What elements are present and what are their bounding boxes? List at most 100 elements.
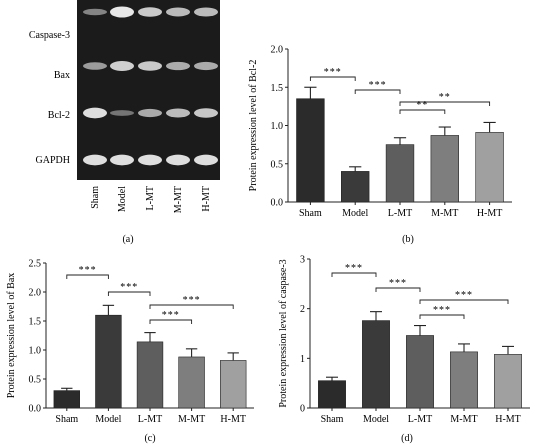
- blot-band-bcl-2-h-mt: [194, 108, 218, 118]
- b-x-tick-label-model: Model: [342, 208, 368, 219]
- c-y-tick-label: 0.5: [29, 375, 42, 386]
- c-y-tick-label: 1.5: [29, 317, 42, 328]
- d-y-tick-label: 1: [300, 354, 305, 365]
- d-bar-model: [362, 320, 390, 409]
- blot-lane-label-m-mt: M-MT: [173, 186, 184, 213]
- b-bar-model: [341, 171, 370, 203]
- d-significance-label: ***: [433, 305, 451, 316]
- blot-lane-label-model: Model: [117, 186, 128, 212]
- b-y-tick-label: 2.0: [271, 45, 284, 56]
- blot-band-caspase-3-h-mt: [194, 7, 218, 17]
- panel-label-a: (a): [122, 234, 133, 245]
- blot-lane-label-l-mt: L-MT: [145, 186, 156, 210]
- chart-bcl2: 0.0 0.5 1.0 1.5 2.0 Protein expression level …: [248, 45, 512, 219]
- blot-band-gapdh-sham: [83, 154, 107, 166]
- blot-band-gapdh-l-mt: [138, 154, 162, 166]
- c-x-tick-label-h-mt: H-MT: [220, 414, 246, 425]
- d-significance-bracket: [331, 272, 377, 277]
- b-y-label: Protein expression level of Bcl-2: [248, 60, 259, 192]
- blot-lane-label-h-mt: H-MT: [201, 186, 212, 212]
- c-y-tick-label: 0.0: [29, 404, 42, 415]
- blot-image: [77, 0, 220, 180]
- b-significance-bracket: [309, 76, 356, 81]
- c-bar-model: [95, 314, 122, 409]
- c-significance-label: ***: [79, 265, 97, 276]
- blot-lane-label-sham: Sham: [90, 186, 101, 209]
- b-bar-m-mt: [430, 135, 459, 203]
- blot-row-label-gapdh: GAPDH: [36, 155, 70, 166]
- panel-label-c: (c): [144, 433, 155, 444]
- blot-row-label-caspase3: Caspase-3: [29, 30, 70, 41]
- blot-band-bcl-2-sham: [83, 107, 107, 119]
- d-significance-label: ***: [389, 278, 407, 289]
- c-y-label: Protein expression level of Bax: [6, 273, 17, 399]
- b-y-tick-label: 0.5: [271, 159, 284, 170]
- panel-label-d: (d): [401, 433, 413, 444]
- c-significance-bracket: [107, 291, 151, 296]
- c-y-tick-label: 1.0: [29, 346, 42, 357]
- b-bar-sham: [296, 98, 325, 203]
- blot-band-gapdh-m-mt: [166, 154, 190, 166]
- blot-band-gapdh-model: [110, 154, 134, 166]
- b-significance-bracket: [399, 101, 491, 106]
- c-y-tick-label: 2.5: [29, 259, 42, 270]
- blot-band-bcl-2-l-mt: [138, 108, 162, 118]
- c-y-tick-label: 2.0: [29, 288, 42, 299]
- blot-bands: [83, 6, 218, 166]
- c-bar-sham: [53, 390, 80, 409]
- c-bar-h-mt: [220, 360, 247, 409]
- blot-panel: Caspase-3 Bax Bcl-2 GAPDH Sham Model L-MT M…: [29, 0, 220, 245]
- c-bar-m-mt: [178, 356, 205, 409]
- d-x-tick-label-l-mt: L-MT: [408, 414, 432, 425]
- c-significance-label: ***: [162, 310, 180, 321]
- b-bar-l-mt: [385, 144, 415, 203]
- d-x-tick-label-h-mt: H-MT: [495, 414, 521, 425]
- d-bar-sham: [318, 380, 346, 409]
- blot-row-label-bcl2: Bcl-2: [48, 110, 70, 121]
- b-significance-label: **: [416, 100, 428, 111]
- b-y-tick-label: 0.0: [271, 198, 284, 209]
- b-significance-label: **: [439, 92, 451, 103]
- chart-bax: 0.0 0.5 1.0 1.5 2.0 2.5 Protein expression lev…: [6, 259, 254, 425]
- blot-band-bax-sham: [83, 62, 107, 70]
- d-y-tick-label: 0: [300, 404, 305, 415]
- blot-band-gapdh-h-mt: [194, 154, 218, 166]
- b-significance-bracket: [399, 109, 446, 114]
- d-bar-m-mt: [450, 351, 478, 409]
- blot-band-bax-m-mt: [166, 61, 190, 71]
- d-significance-bracket: [419, 299, 509, 304]
- c-significance-label: ***: [183, 295, 201, 306]
- c-significance-bracket: [149, 319, 193, 324]
- d-significance-bracket: [419, 314, 465, 319]
- b-significance-label: ***: [324, 67, 342, 78]
- c-x-tick-label-m-mt: M-MT: [178, 414, 205, 425]
- blot-band-bcl-2-model: [110, 110, 134, 116]
- c-x-tick-label-model: Model: [95, 414, 121, 425]
- b-bar-h-mt: [475, 132, 504, 203]
- b-significance-label: ***: [369, 80, 387, 91]
- blot-band-bax-h-mt: [194, 61, 218, 71]
- b-x-tick-label-sham: Sham: [299, 208, 322, 219]
- blot-band-caspase-3-l-mt: [138, 7, 162, 17]
- d-y-tick-label: 2: [300, 304, 305, 315]
- c-x-tick-label-sham: Sham: [55, 414, 78, 425]
- b-significance-bracket: [354, 89, 401, 94]
- c-significance-label: ***: [120, 282, 138, 293]
- d-significance-label: ***: [345, 263, 363, 274]
- c-bar-l-mt: [136, 341, 164, 409]
- d-x-tick-label-sham: Sham: [321, 414, 344, 425]
- blot-row-label-bax: Bax: [54, 70, 70, 81]
- d-x-tick-label-m-mt: M-MT: [450, 414, 477, 425]
- panel-label-b: (b): [402, 234, 414, 245]
- chart-caspase3: 0 1 2 3 Protein expression level of caspase-…: [278, 255, 530, 425]
- blot-band-bax-l-mt: [138, 61, 162, 71]
- b-y-tick-label: 1.0: [271, 121, 284, 132]
- blot-lane-labels: Sham Model L-MT M-MT H-MT: [90, 186, 212, 213]
- blot-band-caspase-3-sham: [83, 8, 107, 16]
- d-bar-l-mt: [406, 335, 434, 409]
- b-x-tick-label-l-mt: L-MT: [388, 208, 412, 219]
- d-significance-bracket: [375, 287, 421, 292]
- blot-band-caspase-3-model: [110, 6, 134, 18]
- d-y-tick-label: 3: [300, 255, 305, 266]
